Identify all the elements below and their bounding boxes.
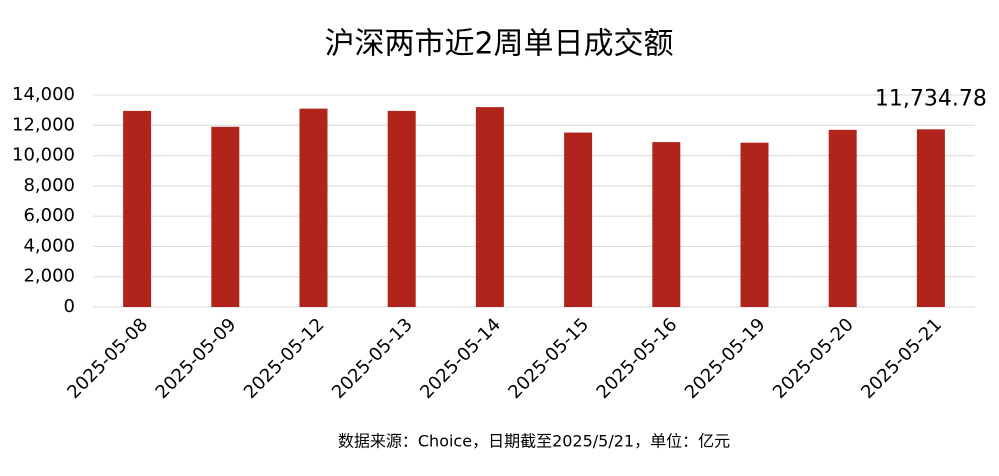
source-note: 数据来源：Choice，日期截至2025/5/21，单位：亿元 xyxy=(338,432,730,451)
x-tick-label: 2025-05-12 xyxy=(240,314,329,403)
bar xyxy=(652,142,681,307)
bar xyxy=(123,110,152,308)
bar xyxy=(740,142,769,307)
x-tick-label: 2025-05-15 xyxy=(504,314,593,403)
y-tick-label: 8,000 xyxy=(23,175,75,196)
data-label: 11,734.78 xyxy=(875,86,987,111)
y-tick-label: 10,000 xyxy=(12,145,75,166)
y-tick-label: 0 xyxy=(64,296,75,317)
chart-title: 沪深两市近2周单日成交额 xyxy=(324,27,673,62)
x-tick-label: 2025-05-20 xyxy=(769,314,858,403)
x-tick-label: 2025-05-08 xyxy=(63,314,152,403)
y-tick-label: 2,000 xyxy=(23,266,75,287)
x-tick-label: 2025-05-14 xyxy=(416,314,505,403)
bar xyxy=(299,108,328,307)
y-tick-label: 14,000 xyxy=(12,84,75,105)
x-tick-label: 2025-05-13 xyxy=(328,314,417,403)
bar xyxy=(828,129,857,307)
y-tick-label: 6,000 xyxy=(23,205,75,226)
y-tick-label: 4,000 xyxy=(23,235,75,256)
bar xyxy=(475,107,504,307)
bar xyxy=(916,129,945,307)
bar xyxy=(387,110,416,308)
bar xyxy=(564,132,593,307)
y-tick-label: 12,000 xyxy=(12,114,75,135)
x-tick-label: 2025-05-09 xyxy=(152,314,241,403)
bar xyxy=(211,126,240,307)
x-tick-label: 2025-05-19 xyxy=(681,314,770,403)
x-tick-label: 2025-05-16 xyxy=(593,314,682,403)
x-tick-label: 2025-05-21 xyxy=(857,314,946,403)
